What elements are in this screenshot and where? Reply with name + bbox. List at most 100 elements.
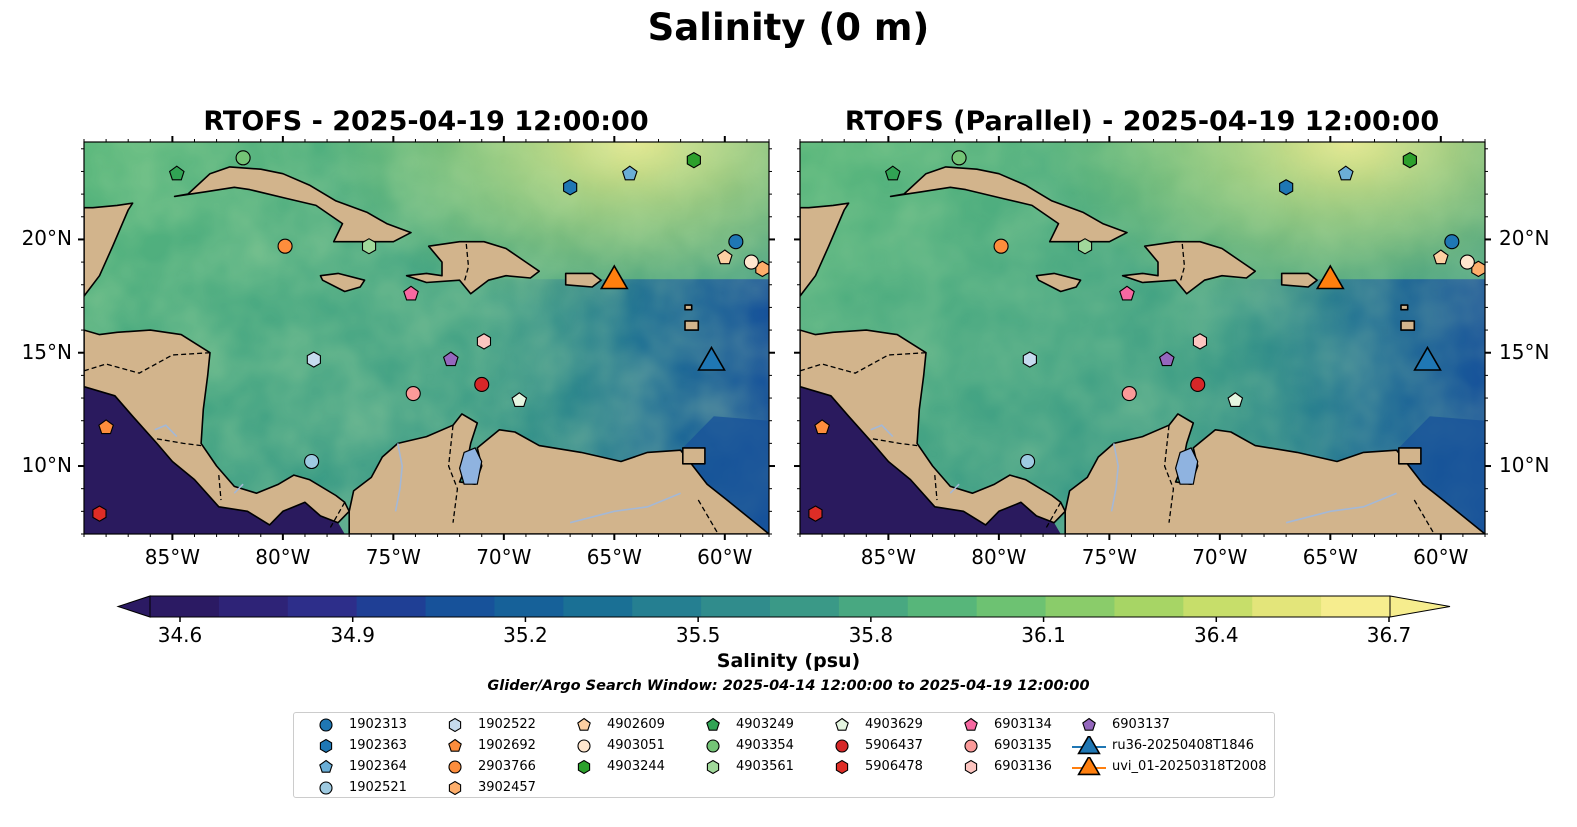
- marker-4903051: [743, 254, 759, 270]
- lat-tick-label: 10°N: [21, 453, 72, 478]
- colorbar-segment: [218, 596, 289, 617]
- legend-marker-icon: [964, 739, 978, 753]
- colorbar-tick-label: 34.9: [330, 623, 375, 647]
- marker-2903766: [277, 238, 293, 254]
- marker-6903136: [476, 333, 492, 350]
- legend-label: 4903249: [736, 717, 794, 732]
- legend-label: uvi_01-20250318T2008: [1112, 759, 1267, 774]
- marker-1902363: [1279, 179, 1294, 196]
- marker-6903136: [1192, 333, 1208, 350]
- legend-label: 1902521: [349, 780, 407, 795]
- figure-title: Salinity (0 m): [647, 6, 930, 49]
- marker-uvi_01-20250318T2008: [599, 264, 629, 290]
- marker-ru36-20250408T1846: [1413, 345, 1442, 371]
- marker-1902313: [1444, 234, 1460, 250]
- colorbar-segment: [356, 596, 427, 617]
- legend-marker-icon: [1072, 757, 1106, 776]
- colorbar-tick-label: 36.7: [1366, 623, 1412, 647]
- marker-2903766: [993, 238, 1009, 254]
- legend-marker-icon: [964, 717, 978, 731]
- legend-marker-icon: [448, 738, 462, 752]
- colorbar-tick-label: 35.8: [848, 623, 894, 647]
- colorbar-segment: [1114, 596, 1184, 617]
- legend-marker-icon: [319, 759, 333, 773]
- colorbar-segment: [907, 596, 978, 617]
- legend-marker-icon: [706, 759, 720, 775]
- map-panels: [78, 136, 1491, 540]
- colorbar-segment: [1183, 596, 1253, 617]
- legend-label: 4902609: [607, 717, 665, 732]
- colorbar-extend-high: [1389, 595, 1451, 618]
- marker-4903244: [686, 151, 701, 169]
- marker-4903249: [168, 165, 185, 181]
- legend-marker-icon: [448, 717, 462, 733]
- marker-4903629: [1227, 392, 1244, 407]
- colorbar-tick-label: 36.1: [1021, 623, 1066, 647]
- lon-tick-label: 85°W: [860, 545, 916, 569]
- marker-1902363: [563, 179, 578, 196]
- marker-5906478: [808, 505, 823, 522]
- colorbar-tick-label: 36.4: [1194, 623, 1239, 647]
- lon-tick-label: 80°W: [255, 545, 311, 569]
- legend-label: 1902522: [478, 717, 536, 732]
- colorbar-segment: [1321, 596, 1391, 617]
- marker-1902522: [306, 351, 321, 368]
- marker-1902364: [621, 165, 638, 181]
- marker-4903051: [1459, 254, 1475, 270]
- marker-6903134: [1119, 285, 1135, 301]
- marker-5906437: [474, 376, 490, 393]
- colorbar-segment: [701, 596, 771, 617]
- colorbar-segment: [563, 596, 633, 617]
- marker-6903135: [405, 385, 421, 402]
- marker-6903137: [442, 351, 459, 367]
- legend-label: 6903137: [1112, 717, 1170, 732]
- lat-tick-label: 20°N: [21, 226, 72, 251]
- colorbar-tick-label: 34.6: [157, 623, 203, 647]
- marker-4903354: [235, 150, 251, 166]
- colorbar-label: Salinity (psu): [716, 650, 861, 672]
- legend: 1902313 1902363 1902364 1902521 1902522 19026…: [293, 712, 1275, 798]
- colorbar-segment: [632, 596, 702, 617]
- lon-tick-label: 75°W: [365, 545, 421, 569]
- legend-marker-icon: [964, 759, 978, 775]
- panel-title-rtofs-parallel: RTOFS (Parallel) - 2025-04-19 12:00:00: [844, 106, 1440, 137]
- colorbar-segment: [770, 596, 840, 617]
- lon-tick-label: 75°W: [1081, 545, 1137, 569]
- lat-tick-label: 20°N: [1499, 226, 1550, 251]
- marker-4903249: [884, 165, 901, 181]
- marker-1902692: [814, 419, 830, 435]
- legend-label: 6903134: [994, 717, 1052, 732]
- legend-marker-icon: [835, 739, 849, 753]
- legend-label: 2903766: [478, 759, 536, 774]
- marker-4903561: [1077, 238, 1093, 255]
- legend-marker-icon: [577, 759, 591, 775]
- legend-marker-icon: [319, 738, 333, 754]
- lon-tick-label: 60°W: [697, 545, 753, 569]
- marker-1902692: [98, 419, 114, 435]
- lon-tick-label: 60°W: [1413, 545, 1469, 569]
- legend-label: 5906478: [865, 759, 923, 774]
- legend-marker-icon: [319, 718, 333, 732]
- marker-uvi_01-20250318T2008: [1315, 264, 1345, 290]
- legend-label: 1902364: [349, 759, 407, 774]
- marker-1902521: [1020, 453, 1036, 470]
- legend-marker-icon: [706, 739, 720, 753]
- map-panel-right: [794, 136, 1491, 540]
- legend-label: 1902692: [478, 738, 536, 753]
- legend-marker-icon: [319, 781, 333, 795]
- legend-label: 5906437: [865, 738, 923, 753]
- colorbar-tick-label: 35.2: [503, 623, 548, 647]
- lon-tick-label: 70°W: [476, 545, 532, 569]
- legend-label: 4903561: [736, 759, 794, 774]
- legend-marker-icon: [577, 717, 591, 731]
- legend-marker-icon: [706, 717, 720, 731]
- legend-label: 1902363: [349, 738, 407, 753]
- marker-1902313: [728, 234, 744, 250]
- colorbar: [116, 595, 1451, 622]
- colorbar-segment: [494, 596, 564, 617]
- legend-marker-icon: [1072, 736, 1106, 755]
- colorbar-segment: [287, 596, 358, 617]
- legend-label: 3902457: [478, 780, 536, 795]
- marker-6903135: [1121, 385, 1137, 402]
- marker-ru36-20250408T1846: [697, 345, 726, 371]
